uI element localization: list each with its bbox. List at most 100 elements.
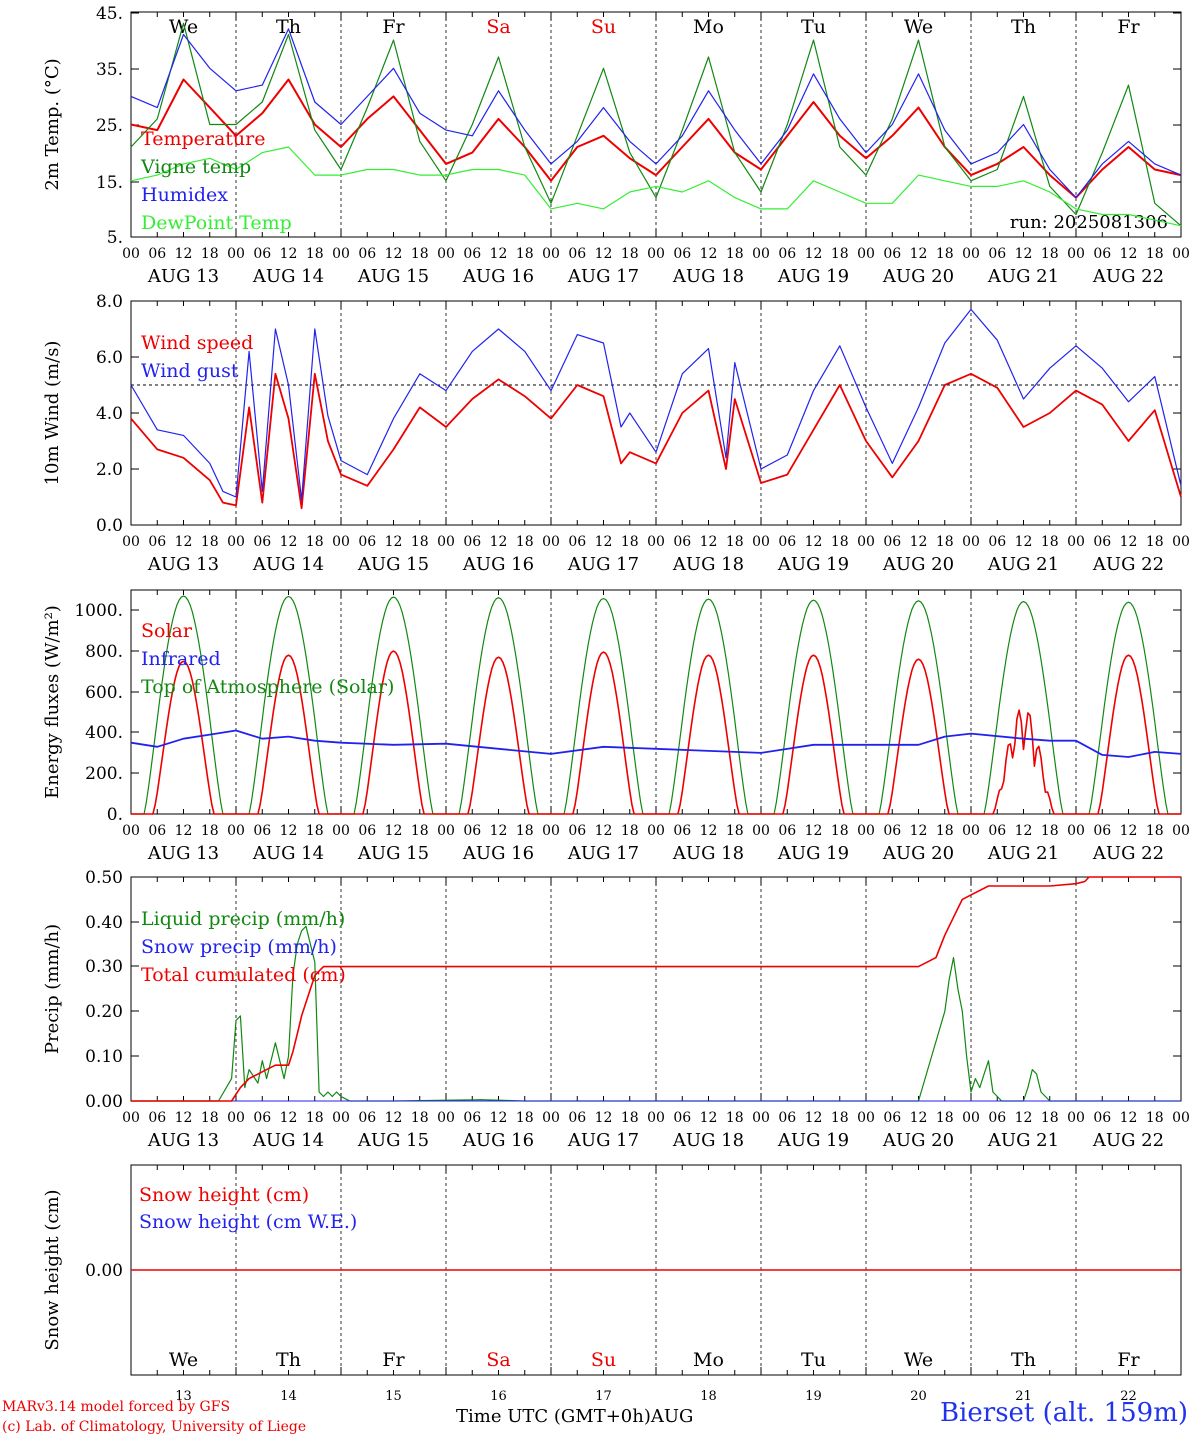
- hour-tick-label: 18: [726, 534, 744, 550]
- date-label: AUG 18: [672, 554, 744, 575]
- hour-tick-label: 00: [1172, 823, 1190, 839]
- hour-tick-label: 18: [201, 1110, 219, 1126]
- hour-tick-label: 18: [936, 823, 954, 839]
- hour-tick-label: 00: [122, 534, 140, 550]
- date-label: AUG 22: [1092, 1130, 1164, 1151]
- hour-tick-label: 06: [988, 823, 1006, 839]
- y-tick-label: 0.10: [85, 1047, 123, 1067]
- hour-tick-label: 00: [857, 823, 875, 839]
- date-label: AUG 13: [147, 843, 219, 864]
- hour-tick-label: 00: [752, 823, 770, 839]
- time-axis-title: Time UTC (GMT+0h)AUG: [456, 1406, 694, 1427]
- date-label: AUG 16: [462, 1130, 534, 1151]
- hour-tick-label: 06: [148, 246, 166, 262]
- date-label: AUG 15: [357, 554, 429, 575]
- hour-tick-label: 18: [1146, 823, 1164, 839]
- hour-tick-label: 18: [411, 823, 429, 839]
- hour-tick-label: 00: [857, 246, 875, 262]
- hour-tick-label: 18: [936, 1110, 954, 1126]
- hour-tick-label: 12: [805, 246, 823, 262]
- date-label: AUG 20: [882, 843, 954, 864]
- day-number: 17: [595, 1389, 612, 1404]
- hour-tick-label: 18: [516, 1110, 534, 1126]
- date-label: AUG 13: [147, 266, 219, 287]
- date-label: AUG 13: [147, 1130, 219, 1151]
- hour-tick-label: 00: [227, 246, 245, 262]
- hour-tick-label: 06: [463, 246, 481, 262]
- hour-tick-label: 18: [726, 1110, 744, 1126]
- day-name: We: [904, 16, 933, 38]
- day-number: 22: [1120, 1389, 1137, 1404]
- hour-tick-label: 18: [1041, 823, 1059, 839]
- hour-tick-label: 06: [463, 534, 481, 550]
- hour-tick-label: 12: [490, 1110, 508, 1126]
- y-axis-title: 2m Temp. (°C): [42, 58, 63, 190]
- date-label: AUG 19: [777, 843, 849, 864]
- y-tick-label: 0.0: [96, 516, 123, 536]
- hour-tick-label: 00: [437, 1110, 455, 1126]
- hour-tick-label: 06: [148, 534, 166, 550]
- hour-tick-label: 18: [621, 534, 639, 550]
- hour-tick-label: 06: [358, 246, 376, 262]
- hour-tick-label: 12: [490, 246, 508, 262]
- day-name: Th: [1011, 1349, 1036, 1371]
- y-tick-label: 600.: [85, 683, 123, 703]
- legend-label: Vigne temp: [140, 156, 251, 178]
- hour-tick-label: 06: [673, 823, 691, 839]
- hour-tick-label: 00: [332, 1110, 350, 1126]
- hour-tick-label: 12: [700, 823, 718, 839]
- y-tick-label: 45.: [96, 4, 123, 24]
- series-line: [130, 729, 1182, 758]
- series-line: [130, 372, 1182, 510]
- y-tick-label: 6.0: [96, 348, 123, 368]
- hour-tick-label: 06: [883, 823, 901, 839]
- date-label: AUG 15: [357, 1130, 429, 1151]
- hour-tick-label: 00: [1172, 1110, 1190, 1126]
- hour-tick-label: 00: [752, 246, 770, 262]
- day-name: We: [169, 1349, 198, 1371]
- hour-tick-label: 12: [175, 246, 193, 262]
- day-name: Mo: [693, 1349, 724, 1371]
- hour-tick-label: 12: [910, 1110, 928, 1126]
- run-label: run: 2025081306: [1010, 212, 1168, 233]
- hour-tick-label: 00: [227, 823, 245, 839]
- hour-tick-label: 12: [490, 534, 508, 550]
- day-name: Th: [276, 1349, 301, 1371]
- legend-label: Total cumulated (cm): [141, 964, 346, 986]
- date-label: AUG 22: [1092, 843, 1164, 864]
- hour-tick-label: 00: [1067, 1110, 1085, 1126]
- date-label: AUG 16: [462, 554, 534, 575]
- hour-tick-label: 06: [673, 1110, 691, 1126]
- hour-tick-label: 00: [1067, 246, 1085, 262]
- hour-tick-label: 12: [595, 534, 613, 550]
- legend-label: Solar: [141, 620, 193, 642]
- hour-tick-label: 18: [201, 823, 219, 839]
- hour-tick-label: 12: [595, 823, 613, 839]
- date-label: AUG 20: [882, 1130, 954, 1151]
- hour-tick-label: 00: [752, 534, 770, 550]
- hour-tick-label: 06: [1093, 1110, 1111, 1126]
- hour-tick-label: 18: [621, 246, 639, 262]
- hour-tick-label: 06: [1093, 534, 1111, 550]
- legend-label: Snow height (cm W.E.): [139, 1211, 357, 1233]
- hour-tick-label: 18: [726, 823, 744, 839]
- series-line: [131, 876, 1181, 1102]
- y-tick-label: 0.20: [85, 1002, 123, 1022]
- hour-tick-label: 12: [175, 1110, 193, 1126]
- y-tick-label: 0.00: [85, 1092, 123, 1112]
- hour-tick-label: 12: [700, 1110, 718, 1126]
- hour-tick-label: 12: [1120, 823, 1138, 839]
- hour-tick-label: 12: [700, 534, 718, 550]
- hour-tick-label: 18: [1041, 1110, 1059, 1126]
- y-tick-label: 0.30: [85, 957, 123, 977]
- hour-tick-label: 06: [883, 246, 901, 262]
- hour-tick-label: 00: [122, 246, 140, 262]
- hour-tick-label: 00: [647, 534, 665, 550]
- hour-tick-label: 06: [253, 823, 271, 839]
- day-number: 13: [175, 1389, 192, 1404]
- hour-tick-label: 18: [411, 1110, 429, 1126]
- date-label: AUG 20: [882, 266, 954, 287]
- series-line: [131, 650, 1181, 815]
- hour-tick-label: 18: [831, 823, 849, 839]
